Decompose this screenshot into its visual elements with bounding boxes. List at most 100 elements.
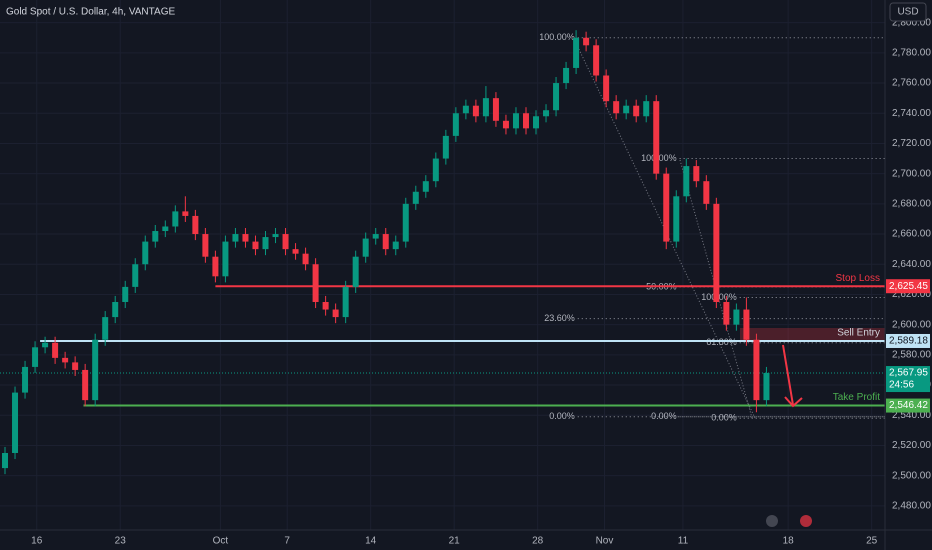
x-tick-label: 28: [532, 536, 544, 547]
y-tick-label: 2,780.00: [892, 47, 931, 58]
candle-body: [142, 241, 149, 265]
sell-zone: [740, 328, 885, 342]
candle-body: [232, 234, 239, 242]
candle-body: [172, 211, 179, 227]
fib-label: 0.00%: [711, 413, 737, 423]
candle-body: [222, 241, 229, 277]
fib-label: 23.60%: [544, 313, 575, 323]
x-tick-label: 21: [449, 536, 461, 547]
currency-button[interactable]: [889, 2, 927, 22]
candle-body: [422, 181, 429, 192]
candle-body: [753, 339, 760, 401]
price-tag-label: 2,625.45: [889, 281, 928, 292]
candle-body: [272, 234, 279, 238]
candle-body: [82, 369, 89, 401]
candle-body: [603, 75, 610, 102]
candle-body: [743, 309, 750, 340]
candle-body: [152, 231, 159, 242]
candle-body: [372, 234, 379, 239]
x-tick-label: 11: [678, 536, 689, 547]
y-tick-label: 2,600.00: [892, 319, 931, 330]
candle-body: [72, 362, 79, 370]
candle-body: [12, 392, 19, 453]
y-tick-label: 2,620.00: [892, 289, 931, 300]
candle-body: [472, 105, 479, 117]
y-tick-label: 2,500.00: [892, 470, 931, 481]
price-tag-label: 2,589.18: [889, 336, 928, 347]
y-tick-label: 2,520.00: [892, 440, 931, 451]
candle-body: [2, 452, 9, 469]
candle-body: [623, 105, 630, 114]
level-name: Sell Entry: [837, 328, 880, 339]
candle-body: [122, 286, 129, 302]
candle-body: [312, 264, 319, 302]
candle-body: [583, 37, 590, 46]
y-tick-label: 2,740.00: [892, 108, 931, 119]
y-tick-label: 2,700.00: [892, 168, 931, 179]
candle-body: [733, 309, 740, 325]
fib-label: 61.80%: [706, 337, 737, 347]
levels: 100.00%50.00%23.60%0.00%100.00%61.80%0.0…: [0, 32, 885, 423]
candle-body: [412, 191, 419, 204]
y-tick-label: 2,680.00: [892, 198, 931, 209]
candle-body: [613, 101, 620, 114]
candle-body: [713, 203, 720, 302]
candle-body: [522, 113, 529, 129]
currency[interactable]: USD: [897, 7, 918, 18]
current-price-tag: [886, 366, 930, 393]
candle-body: [593, 45, 600, 76]
price-tag: [886, 398, 930, 413]
event-icon[interactable]: [800, 515, 812, 527]
candle-body: [102, 317, 109, 340]
x-tick-label: Nov: [596, 536, 614, 547]
fib-trend: [574, 40, 756, 419]
candle-body: [162, 226, 169, 232]
x-tick-label: Oct: [213, 536, 229, 547]
candle-body: [292, 249, 299, 254]
candle-body: [723, 301, 730, 325]
candle-body: [452, 113, 459, 136]
price-tag: [886, 279, 930, 294]
candle-body: [573, 37, 580, 68]
candle-body: [92, 339, 99, 401]
candle-body: [262, 237, 269, 250]
candle-body: [362, 238, 369, 257]
price-tag-label: 2,546.42: [889, 400, 928, 411]
candle-body: [533, 116, 540, 129]
candle-body: [693, 166, 700, 182]
candle-body: [392, 241, 399, 250]
level-name: Take Profit: [833, 392, 880, 403]
arrow: [782, 344, 803, 408]
countdown: 24:56: [889, 380, 914, 391]
candle-body: [62, 357, 69, 363]
candles: [2, 30, 770, 475]
candle-body: [502, 120, 509, 129]
fib-label: 0.00%: [549, 411, 575, 421]
y-tick-label: 2,660.00: [892, 229, 931, 240]
candle-body: [442, 135, 449, 159]
candle-body: [482, 98, 489, 117]
y-tick-label: 2,480.00: [892, 500, 931, 511]
y-tick-label: 2,540.00: [892, 410, 931, 421]
candle-body: [322, 301, 329, 310]
candle-body: [543, 110, 550, 117]
x-tick-label: 16: [31, 536, 43, 547]
candle-body: [52, 342, 59, 358]
fib-label: 100.00%: [539, 32, 575, 42]
candle-body: [132, 264, 139, 287]
candle-body: [633, 105, 640, 117]
y-tick-label: 2,760.00: [892, 78, 931, 89]
event-icon[interactable]: [766, 515, 778, 527]
candle-body: [643, 101, 650, 117]
candle-body: [763, 372, 770, 401]
price-tag: [886, 333, 930, 348]
fib-label: 0.00%: [651, 411, 677, 421]
chart-title: Gold Spot / U.S. Dollar, 4h, VANTAGE: [6, 7, 175, 18]
candle-body: [653, 101, 660, 174]
y-tick-label: 2,640.00: [892, 259, 931, 270]
y-tick-label: 2,800.00: [892, 17, 931, 28]
y-tick-label: 2,720.00: [892, 138, 931, 149]
candle-body: [192, 215, 199, 235]
candle-body: [663, 173, 670, 242]
